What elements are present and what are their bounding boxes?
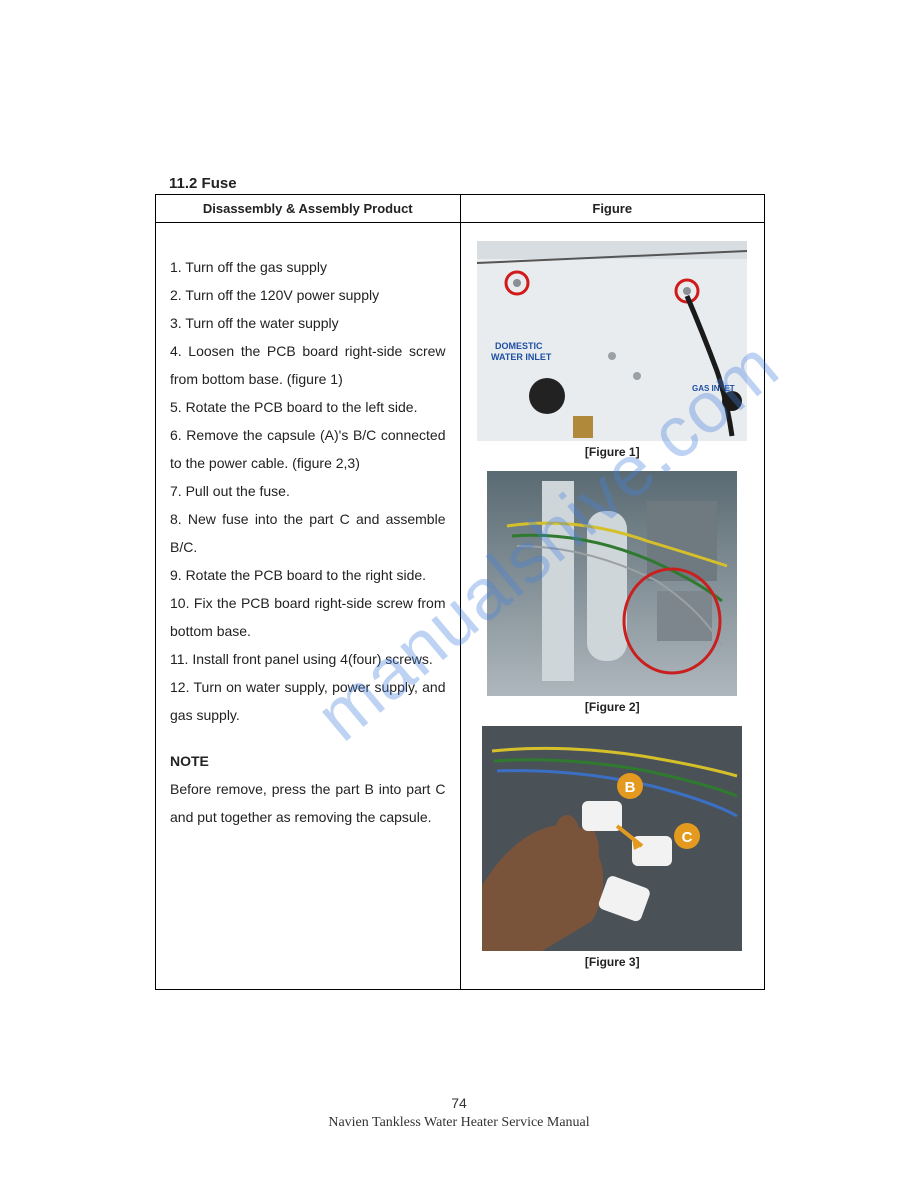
table-header-right: Figure (460, 195, 765, 223)
section-title: 11.2 Fuse (155, 175, 765, 192)
step-text: 2. Turn off the 120V power supply (170, 281, 446, 309)
instructions-cell: 1. Turn off the gas supply 2. Turn off t… (156, 223, 461, 990)
page-footer: 74 Navien Tankless Water Heater Service … (0, 1095, 918, 1131)
figure-3-image: B C (482, 726, 742, 951)
note-label: NOTE (170, 747, 446, 775)
svg-text:WATER INLET: WATER INLET (491, 352, 552, 362)
svg-text:DOMESTIC: DOMESTIC (495, 341, 543, 351)
step-text: 11. Install front panel using 4(four) sc… (170, 645, 446, 673)
step-text: 1. Turn off the gas supply (170, 253, 446, 281)
figure-1-image: DOMESTIC WATER INLET GAS INLET (477, 241, 747, 441)
svg-text:GAS INLET: GAS INLET (692, 384, 735, 393)
step-text: 10. Fix the PCB board right-side screw f… (170, 589, 446, 645)
step-text: 7. Pull out the fuse. (170, 477, 446, 505)
step-text: 9. Rotate the PCB board to the right sid… (170, 561, 446, 589)
step-text: 6. Remove the capsule (A)'s B/C connecte… (170, 421, 446, 477)
figure-3-block: B C [Figure 3] (469, 726, 757, 969)
figure-2-caption: [Figure 2] (469, 700, 757, 714)
step-text: 8. New fuse into the part C and assemble… (170, 505, 446, 561)
page-number: 74 (0, 1095, 918, 1111)
step-text: 3. Turn off the water supply (170, 309, 446, 337)
figure-2-image (487, 471, 737, 696)
figure-2-block: [Figure 2] (469, 471, 757, 714)
svg-text:B: B (625, 779, 636, 796)
step-text: 5. Rotate the PCB board to the left side… (170, 393, 446, 421)
step-text: 4. Loosen the PCB board right-side screw… (170, 337, 446, 393)
note-text: Before remove, press the part B into par… (170, 775, 446, 831)
figure-3-caption: [Figure 3] (469, 955, 757, 969)
manual-title: Navien Tankless Water Heater Service Man… (328, 1115, 589, 1130)
step-text: 12. Turn on water supply, power supply, … (170, 673, 446, 729)
figure-1-caption: [Figure 1] (469, 445, 757, 459)
svg-text:C: C (682, 829, 693, 846)
figures-cell: DOMESTIC WATER INLET GAS INLET (460, 223, 765, 990)
figure-1-block: DOMESTIC WATER INLET GAS INLET (469, 241, 757, 459)
instruction-table: Disassembly & Assembly Product Figure 1.… (155, 194, 765, 990)
table-header-left: Disassembly & Assembly Product (156, 195, 461, 223)
